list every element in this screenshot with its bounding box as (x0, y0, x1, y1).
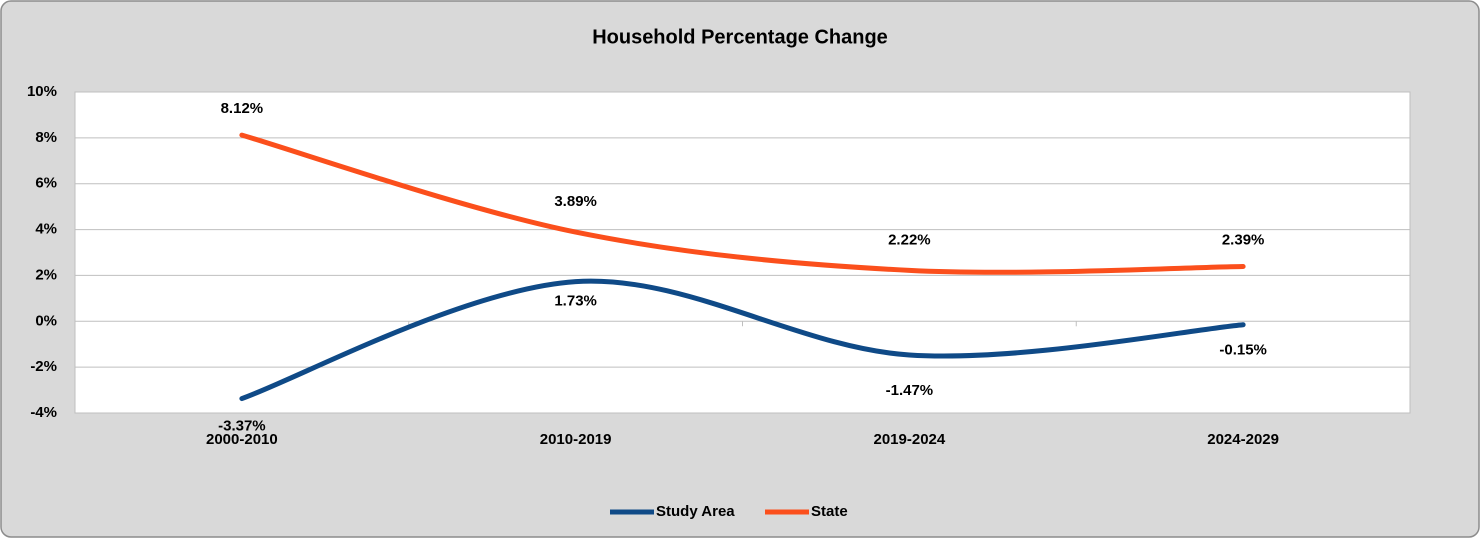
y-tick-label: -4% (30, 404, 57, 421)
y-tick-label: 0% (35, 312, 57, 329)
x-tick-label: 2019-2024 (874, 431, 946, 448)
y-tick-label: 8% (35, 129, 57, 146)
y-tick-label: 6% (35, 175, 57, 192)
plot-area (74, 91, 1411, 414)
y-tick-label: -2% (30, 358, 57, 375)
data-label: -3.37% (218, 418, 266, 435)
legend-label: Study Area (656, 503, 735, 520)
series-line (239, 132, 1246, 275)
y-tick-label: 10% (27, 83, 57, 100)
x-tick-label: 2010-2019 (540, 431, 612, 448)
data-label: 3.89% (554, 193, 597, 210)
y-tick-label: 4% (35, 221, 57, 238)
data-label: 8.12% (221, 100, 264, 117)
x-tick-label: 2000-2010 (206, 431, 278, 448)
data-label: 2.22% (888, 231, 931, 248)
series-line (239, 278, 1246, 402)
data-label: 2.39% (1222, 231, 1265, 248)
data-label: -1.47% (886, 382, 934, 399)
x-tick-label: 2024-2029 (1207, 431, 1279, 448)
y-tick-label: 2% (35, 266, 57, 283)
data-label: 1.73% (554, 293, 597, 310)
legend-label: State (811, 503, 848, 520)
data-label: -0.15% (1219, 342, 1267, 359)
chart-title: Household Percentage Change (592, 26, 888, 48)
